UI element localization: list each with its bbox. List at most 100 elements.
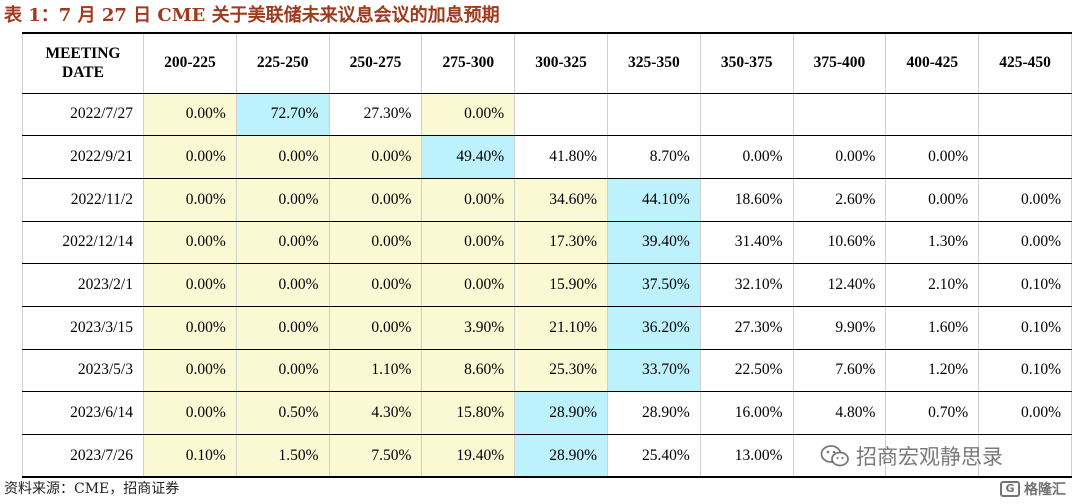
probability-cell: 0.00% [143,220,237,265]
probability-cell: 27.30% [699,305,794,350]
meeting-date-cell: 2023/3/15 [22,305,144,350]
probability-cell [514,92,608,137]
probability-cell: 28.90% [606,391,701,435]
probability-cell: 4.30% [328,391,423,435]
probability-cell: 0.00% [143,135,237,179]
probability-cell: 0.00% [978,220,1072,265]
probability-cell [792,434,887,479]
probability-cell: 7.50% [328,434,423,479]
probability-cell: 1.10% [328,348,423,393]
rate-range-header: 250-275 [328,32,423,94]
probability-cell: 12.40% [792,263,887,307]
table-row: 2023/3/15 0.00% 0.00% 0.00% 3.90% 21.10% 36.20… [22,305,1072,350]
meeting-date-cell: 2023/7/26 [22,434,144,479]
probability-cell: 0.00% [235,177,330,222]
rate-range-header: 350-375 [699,32,794,94]
meeting-date-header-line1: MEETING [45,45,121,63]
probability-cell: 0.00% [328,220,423,265]
probability-cell: 9.90% [792,305,887,350]
probability-cell: 0.00% [421,177,516,222]
wechat-icon [820,444,850,468]
probability-cell: 1.20% [885,348,980,393]
meeting-date-cell: 2022/9/21 [22,135,144,179]
probability-cell: 15.80% [421,391,516,435]
probability-cell: 0.00% [143,305,237,350]
probability-cell: 0.00% [328,263,423,307]
probability-cell [792,92,887,137]
probability-cell: 0.00% [235,135,330,179]
table-row: 2022/11/2 0.00% 0.00% 0.00% 0.00% 34.60% 44.10… [22,177,1072,222]
watermark-text: 招商宏观静思录 [856,445,1003,469]
probability-cell: 0.00% [328,177,423,222]
probability-cell: 8.60% [421,348,516,393]
table-row: 2023/5/3 0.00% 0.00% 1.10% 8.60% 25.30% 33.70%… [22,348,1072,393]
source-note: 资料来源：CME，招商证券 [4,481,180,497]
probability-cell: 28.90% [514,391,608,435]
meeting-date-cell: 2022/7/27 [22,92,144,137]
table-row: 2022/9/21 0.00% 0.00% 0.00% 49.40% 41.80% 8.70… [22,135,1072,179]
probability-cell: 72.70% [235,92,330,137]
table-row: 2022/12/14 0.00% 0.00% 0.00% 0.00% 17.30% 39.4… [22,220,1072,265]
probability-cell: 0.00% [421,92,516,137]
probability-cell: 0.50% [235,391,330,435]
rate-range-header: 400-425 [885,32,980,94]
probability-cell: 33.70% [606,348,701,393]
probability-cell: 16.00% [699,391,794,435]
watermark: 招商宏观静思录 [820,437,1003,475]
meeting-date-header-line2: DATE [62,64,104,82]
meeting-date-cell: 2022/11/2 [22,177,144,222]
probability-cell [885,92,980,137]
probability-cell: 15.90% [514,263,608,307]
probability-cell: 10.60% [792,220,887,265]
probability-cell: 41.80% [514,135,608,179]
probability-cell: 8.70% [606,135,701,179]
probability-cell: 0.00% [421,220,516,265]
probability-cell: 7.60% [792,348,887,393]
meeting-date-cell: 2023/2/1 [22,263,144,307]
probability-cell: 28.90% [514,434,608,479]
meeting-date-cell: 2022/12/14 [22,220,144,265]
probability-cell [978,135,1072,179]
probability-cell: 17.30% [514,220,608,265]
probability-cell [885,434,980,479]
table-title: 表 1：7 月 27 日 CME 关于美联储未来议息会议的加息预期 [4,5,500,26]
probability-cell: 21.10% [514,305,608,350]
probability-cell [978,92,1072,137]
probability-cell: 1.30% [885,220,980,265]
logo-badge-icon: G [1000,481,1020,497]
table-body: 2022/7/27 0.00% 72.70% 27.30% 0.00% 2022/9/21… [22,92,1072,479]
probability-cell: 19.40% [421,434,516,479]
table-row: 2023/6/14 0.00% 0.50% 4.30% 15.80% 28.90% 28.9… [22,391,1072,435]
probability-cell: 0.00% [699,135,794,179]
probability-cell: 0.70% [885,391,980,435]
rate-range-header: 300-325 [514,32,608,94]
probability-cell: 25.40% [606,434,701,479]
header-row: MEETING DATE 200-225 225-250 250-275 275… [22,32,1072,94]
probability-cell: 0.00% [885,135,980,179]
rate-range-header: 375-400 [792,32,887,94]
logo-text: 格隆汇 [1024,482,1066,498]
probability-cell: 49.40% [421,135,516,179]
meeting-date-cell: 2023/6/14 [22,391,144,435]
probability-cell: 13.00% [699,434,794,479]
probability-cell [978,434,1072,479]
probability-cell: 0.00% [978,177,1072,222]
cme-rate-hike-probability-table: MEETING DATE 200-225 225-250 250-275 275… [22,32,1072,479]
probability-cell: 1.60% [885,305,980,350]
probability-cell: 0.00% [328,305,423,350]
probability-cell: 0.00% [328,135,423,179]
probability-cell: 0.10% [978,305,1072,350]
probability-cell: 39.40% [606,220,701,265]
probability-cell [606,92,701,137]
probability-cell: 0.00% [885,177,980,222]
gelonghui-logo: G 格隆汇 [1000,478,1066,500]
probability-cell: 0.00% [143,391,237,435]
probability-cell: 34.60% [514,177,608,222]
probability-cell: 3.90% [421,305,516,350]
probability-cell: 0.00% [792,135,887,179]
probability-cell: 0.00% [143,263,237,307]
probability-cell: 37.50% [606,263,701,307]
probability-cell [699,92,794,137]
table-row: 2022/7/27 0.00% 72.70% 27.30% 0.00% [22,92,1072,137]
probability-cell: 4.80% [792,391,887,435]
